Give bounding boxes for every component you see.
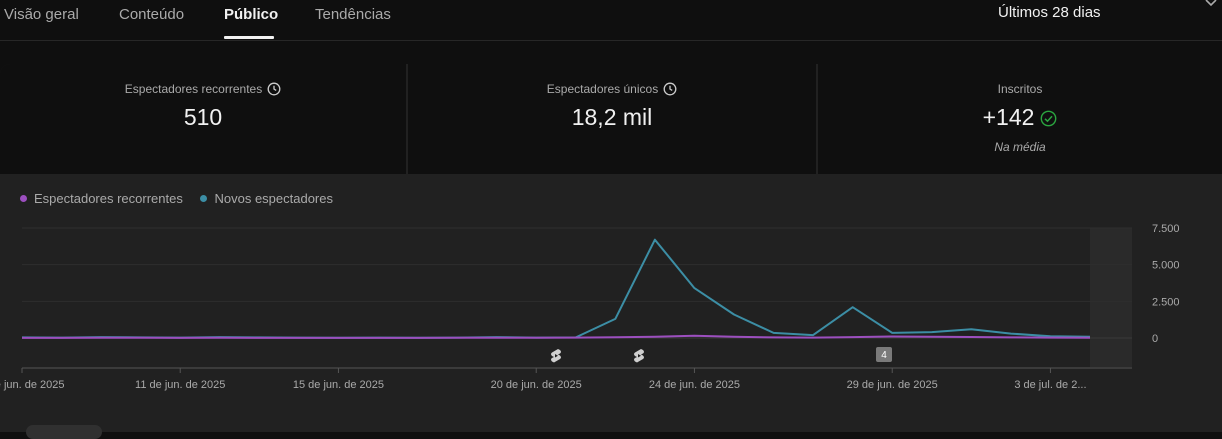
x-tick-label: 6 de jun. de 2025 bbox=[0, 379, 65, 391]
y-tick-label: 7.500 bbox=[1152, 223, 1180, 235]
y-tick-label: 5.000 bbox=[1152, 260, 1180, 272]
partial-data-region bbox=[1090, 228, 1132, 367]
metric-value: 18,2 mil bbox=[571, 104, 653, 130]
tab-audience[interactable]: Público bbox=[224, 6, 279, 23]
legend-item-new[interactable]: Novos espectadores bbox=[200, 191, 333, 206]
y-tick-label: 2.500 bbox=[1152, 296, 1180, 308]
legend-dot bbox=[200, 195, 208, 202]
x-tick-label: 15 de jun. de 2025 bbox=[293, 379, 384, 391]
shorts-icon[interactable] bbox=[634, 349, 644, 363]
metric-unique-viewers[interactable]: Espectadores únicos 18,2 mil bbox=[408, 64, 816, 174]
metric-value: 510 bbox=[183, 104, 223, 130]
x-tick-label: 20 de jun. de 2025 bbox=[491, 379, 582, 391]
legend-dot bbox=[20, 195, 27, 202]
chevron-down-icon[interactable] bbox=[1204, 0, 1218, 10]
legend-label: Espectadores recorrentes bbox=[34, 191, 183, 206]
metric-value: +142 bbox=[982, 104, 1035, 130]
active-tab-indicator bbox=[224, 36, 274, 39]
series-line-new-viewers bbox=[21, 238, 1091, 339]
check-circle-icon bbox=[1041, 110, 1057, 127]
x-tick-label: 24 de jun. de 2025 bbox=[649, 379, 740, 391]
tab-bar: Visão geral Conteúdo Público Tendências … bbox=[0, 0, 1222, 41]
tab-overview[interactable]: Visão geral bbox=[4, 6, 79, 23]
content-count-text: 4 bbox=[881, 350, 887, 361]
x-tick-label: 11 de jun. de 2025 bbox=[135, 379, 225, 391]
content-count-badge bbox=[876, 347, 892, 362]
metric-returning-viewers[interactable]: Espectadores recorrentes 510 bbox=[0, 64, 406, 174]
series-line-returning-viewers bbox=[22, 334, 1091, 339]
chart-legend: Espectadores recorrentes Novos espectado… bbox=[20, 191, 347, 206]
legend-item-returning[interactable]: Espectadores recorrentes bbox=[20, 191, 183, 206]
tab-trends[interactable]: Tendências bbox=[315, 6, 391, 23]
clock-icon bbox=[267, 82, 281, 96]
metric-label: Inscritos bbox=[997, 82, 1043, 96]
x-tick-label: 3 de jul. de 2... bbox=[1014, 379, 1086, 391]
legend-label: Novos espectadores bbox=[214, 191, 333, 206]
more-button[interactable] bbox=[26, 425, 102, 439]
viewers-line-chart[interactable]: 0 2.500 5.000 7.500 6 de jun. de 2025 11 de j… bbox=[0, 214, 1222, 400]
x-tick-label: 29 de jun. de 2025 bbox=[847, 379, 938, 391]
metric-subscribers[interactable]: Inscritos +142 Na média bbox=[818, 64, 1222, 174]
period-selector[interactable]: Últimos 28 dias bbox=[998, 4, 1101, 21]
shorts-icon[interactable] bbox=[551, 349, 561, 363]
metric-note: Na média bbox=[994, 140, 1046, 154]
tab-content[interactable]: Conteúdo bbox=[119, 6, 185, 23]
metric-label: Espectadores recorrentes bbox=[124, 82, 263, 96]
y-tick-label: 0 bbox=[1152, 333, 1158, 345]
metric-label: Espectadores únicos bbox=[546, 82, 659, 96]
clock-icon bbox=[663, 82, 677, 96]
